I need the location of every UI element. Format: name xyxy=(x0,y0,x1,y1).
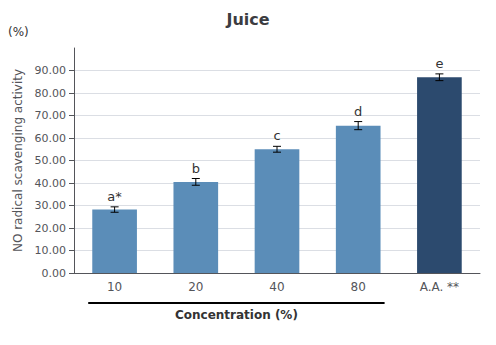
svg-text:70.00: 70.00 xyxy=(35,109,67,122)
svg-text:(%): (%) xyxy=(8,25,29,39)
svg-text:Concentration (%): Concentration (%) xyxy=(175,308,298,322)
svg-text:80.00: 80.00 xyxy=(35,87,67,100)
svg-text:10.00: 10.00 xyxy=(35,244,67,257)
svg-text:50.00: 50.00 xyxy=(35,154,67,167)
svg-text:40.00: 40.00 xyxy=(35,177,67,190)
svg-text:A.A. **: A.A. ** xyxy=(420,280,459,294)
svg-text:d: d xyxy=(354,104,362,119)
svg-text:40: 40 xyxy=(269,280,284,294)
svg-text:30.00: 30.00 xyxy=(35,199,67,212)
svg-text:90.00: 90.00 xyxy=(35,64,67,77)
svg-text:b: b xyxy=(192,161,200,176)
svg-text:80: 80 xyxy=(351,280,366,294)
svg-text:60.00: 60.00 xyxy=(35,132,67,145)
svg-text:20: 20 xyxy=(188,280,203,294)
svg-text:NO radical scavenging activity: NO radical scavenging activity xyxy=(11,69,25,252)
svg-text:Juice: Juice xyxy=(225,10,269,29)
svg-text:a*: a* xyxy=(107,189,122,204)
svg-text:10: 10 xyxy=(107,280,122,294)
svg-text:20.00: 20.00 xyxy=(35,222,67,235)
svg-text:c: c xyxy=(273,128,280,143)
svg-text:0.00: 0.00 xyxy=(42,267,67,280)
svg-text:e: e xyxy=(435,56,443,71)
